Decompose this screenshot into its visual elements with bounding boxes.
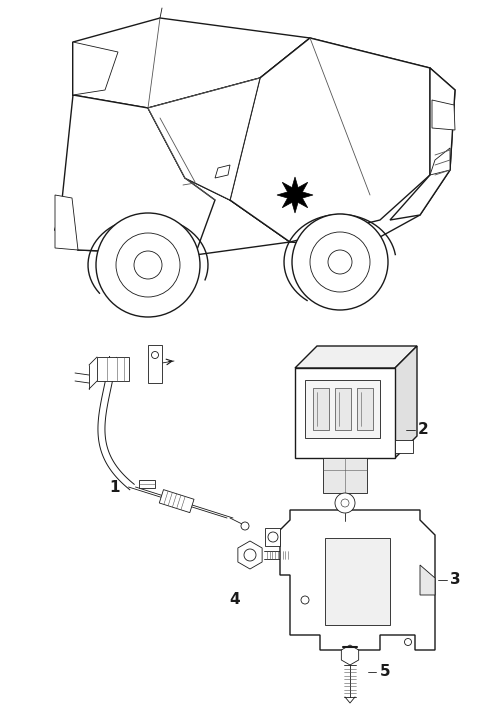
Polygon shape bbox=[215, 165, 230, 178]
Polygon shape bbox=[390, 68, 455, 220]
Polygon shape bbox=[73, 42, 118, 95]
Polygon shape bbox=[313, 388, 329, 430]
Circle shape bbox=[134, 251, 162, 279]
Circle shape bbox=[152, 352, 158, 358]
Polygon shape bbox=[341, 645, 359, 665]
Polygon shape bbox=[305, 380, 380, 438]
Text: 3: 3 bbox=[450, 573, 461, 588]
Circle shape bbox=[292, 214, 388, 310]
Polygon shape bbox=[430, 148, 450, 175]
Polygon shape bbox=[295, 368, 395, 458]
Polygon shape bbox=[139, 480, 155, 488]
Circle shape bbox=[116, 233, 180, 297]
Polygon shape bbox=[432, 100, 455, 130]
Polygon shape bbox=[357, 388, 373, 430]
Circle shape bbox=[241, 522, 249, 530]
Circle shape bbox=[244, 549, 256, 561]
Circle shape bbox=[341, 499, 349, 507]
Text: 4: 4 bbox=[230, 593, 240, 608]
Text: 2: 2 bbox=[418, 423, 429, 438]
Circle shape bbox=[301, 596, 309, 604]
Polygon shape bbox=[395, 440, 413, 453]
Polygon shape bbox=[395, 346, 417, 458]
Polygon shape bbox=[55, 178, 290, 255]
Circle shape bbox=[335, 493, 355, 513]
Circle shape bbox=[268, 532, 278, 542]
Polygon shape bbox=[277, 177, 313, 213]
Text: 1: 1 bbox=[110, 480, 120, 495]
Polygon shape bbox=[148, 345, 162, 383]
Text: 5: 5 bbox=[380, 664, 391, 679]
Polygon shape bbox=[335, 388, 351, 430]
Polygon shape bbox=[295, 346, 417, 368]
Polygon shape bbox=[55, 195, 78, 250]
Polygon shape bbox=[97, 357, 129, 381]
Circle shape bbox=[405, 638, 411, 646]
Polygon shape bbox=[325, 538, 390, 625]
Polygon shape bbox=[159, 490, 194, 513]
Circle shape bbox=[96, 213, 200, 317]
Polygon shape bbox=[148, 78, 260, 200]
Polygon shape bbox=[148, 38, 455, 248]
Polygon shape bbox=[265, 528, 280, 546]
Circle shape bbox=[310, 232, 370, 292]
Polygon shape bbox=[323, 458, 367, 493]
Polygon shape bbox=[230, 38, 430, 242]
Polygon shape bbox=[55, 42, 215, 255]
Polygon shape bbox=[73, 18, 310, 108]
Polygon shape bbox=[238, 541, 262, 569]
Polygon shape bbox=[280, 510, 435, 650]
Circle shape bbox=[328, 250, 352, 274]
Polygon shape bbox=[420, 565, 435, 595]
